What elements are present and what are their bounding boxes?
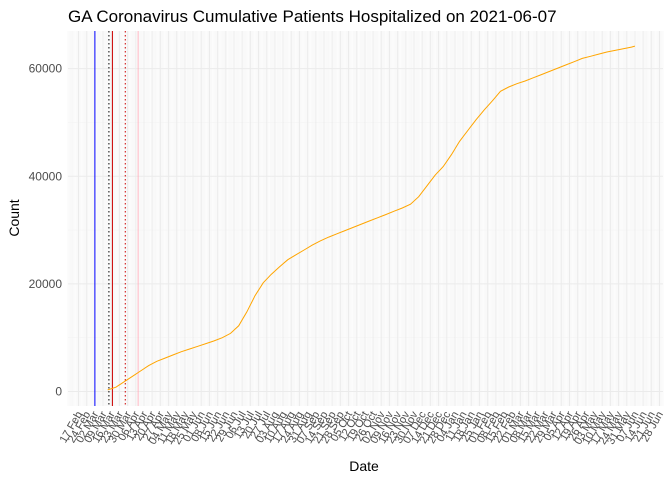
y-axis-title: Count xyxy=(6,199,22,236)
y-tick-label: 20000 xyxy=(29,277,63,291)
chart-title: GA Coronavirus Cumulative Patients Hospi… xyxy=(68,7,557,26)
reference-lines xyxy=(94,31,139,406)
series-line xyxy=(107,45,636,391)
minor-gridlines xyxy=(67,31,664,406)
y-tick-label: 60000 xyxy=(29,62,63,76)
y-tick-label: 40000 xyxy=(29,169,63,183)
y-axis-ticks: 0 20000 40000 60000 xyxy=(29,62,63,399)
y-tick-label: 0 xyxy=(55,384,62,398)
series-layer xyxy=(107,45,636,391)
x-axis-title: Date xyxy=(349,458,379,474)
major-gridlines xyxy=(68,31,663,406)
